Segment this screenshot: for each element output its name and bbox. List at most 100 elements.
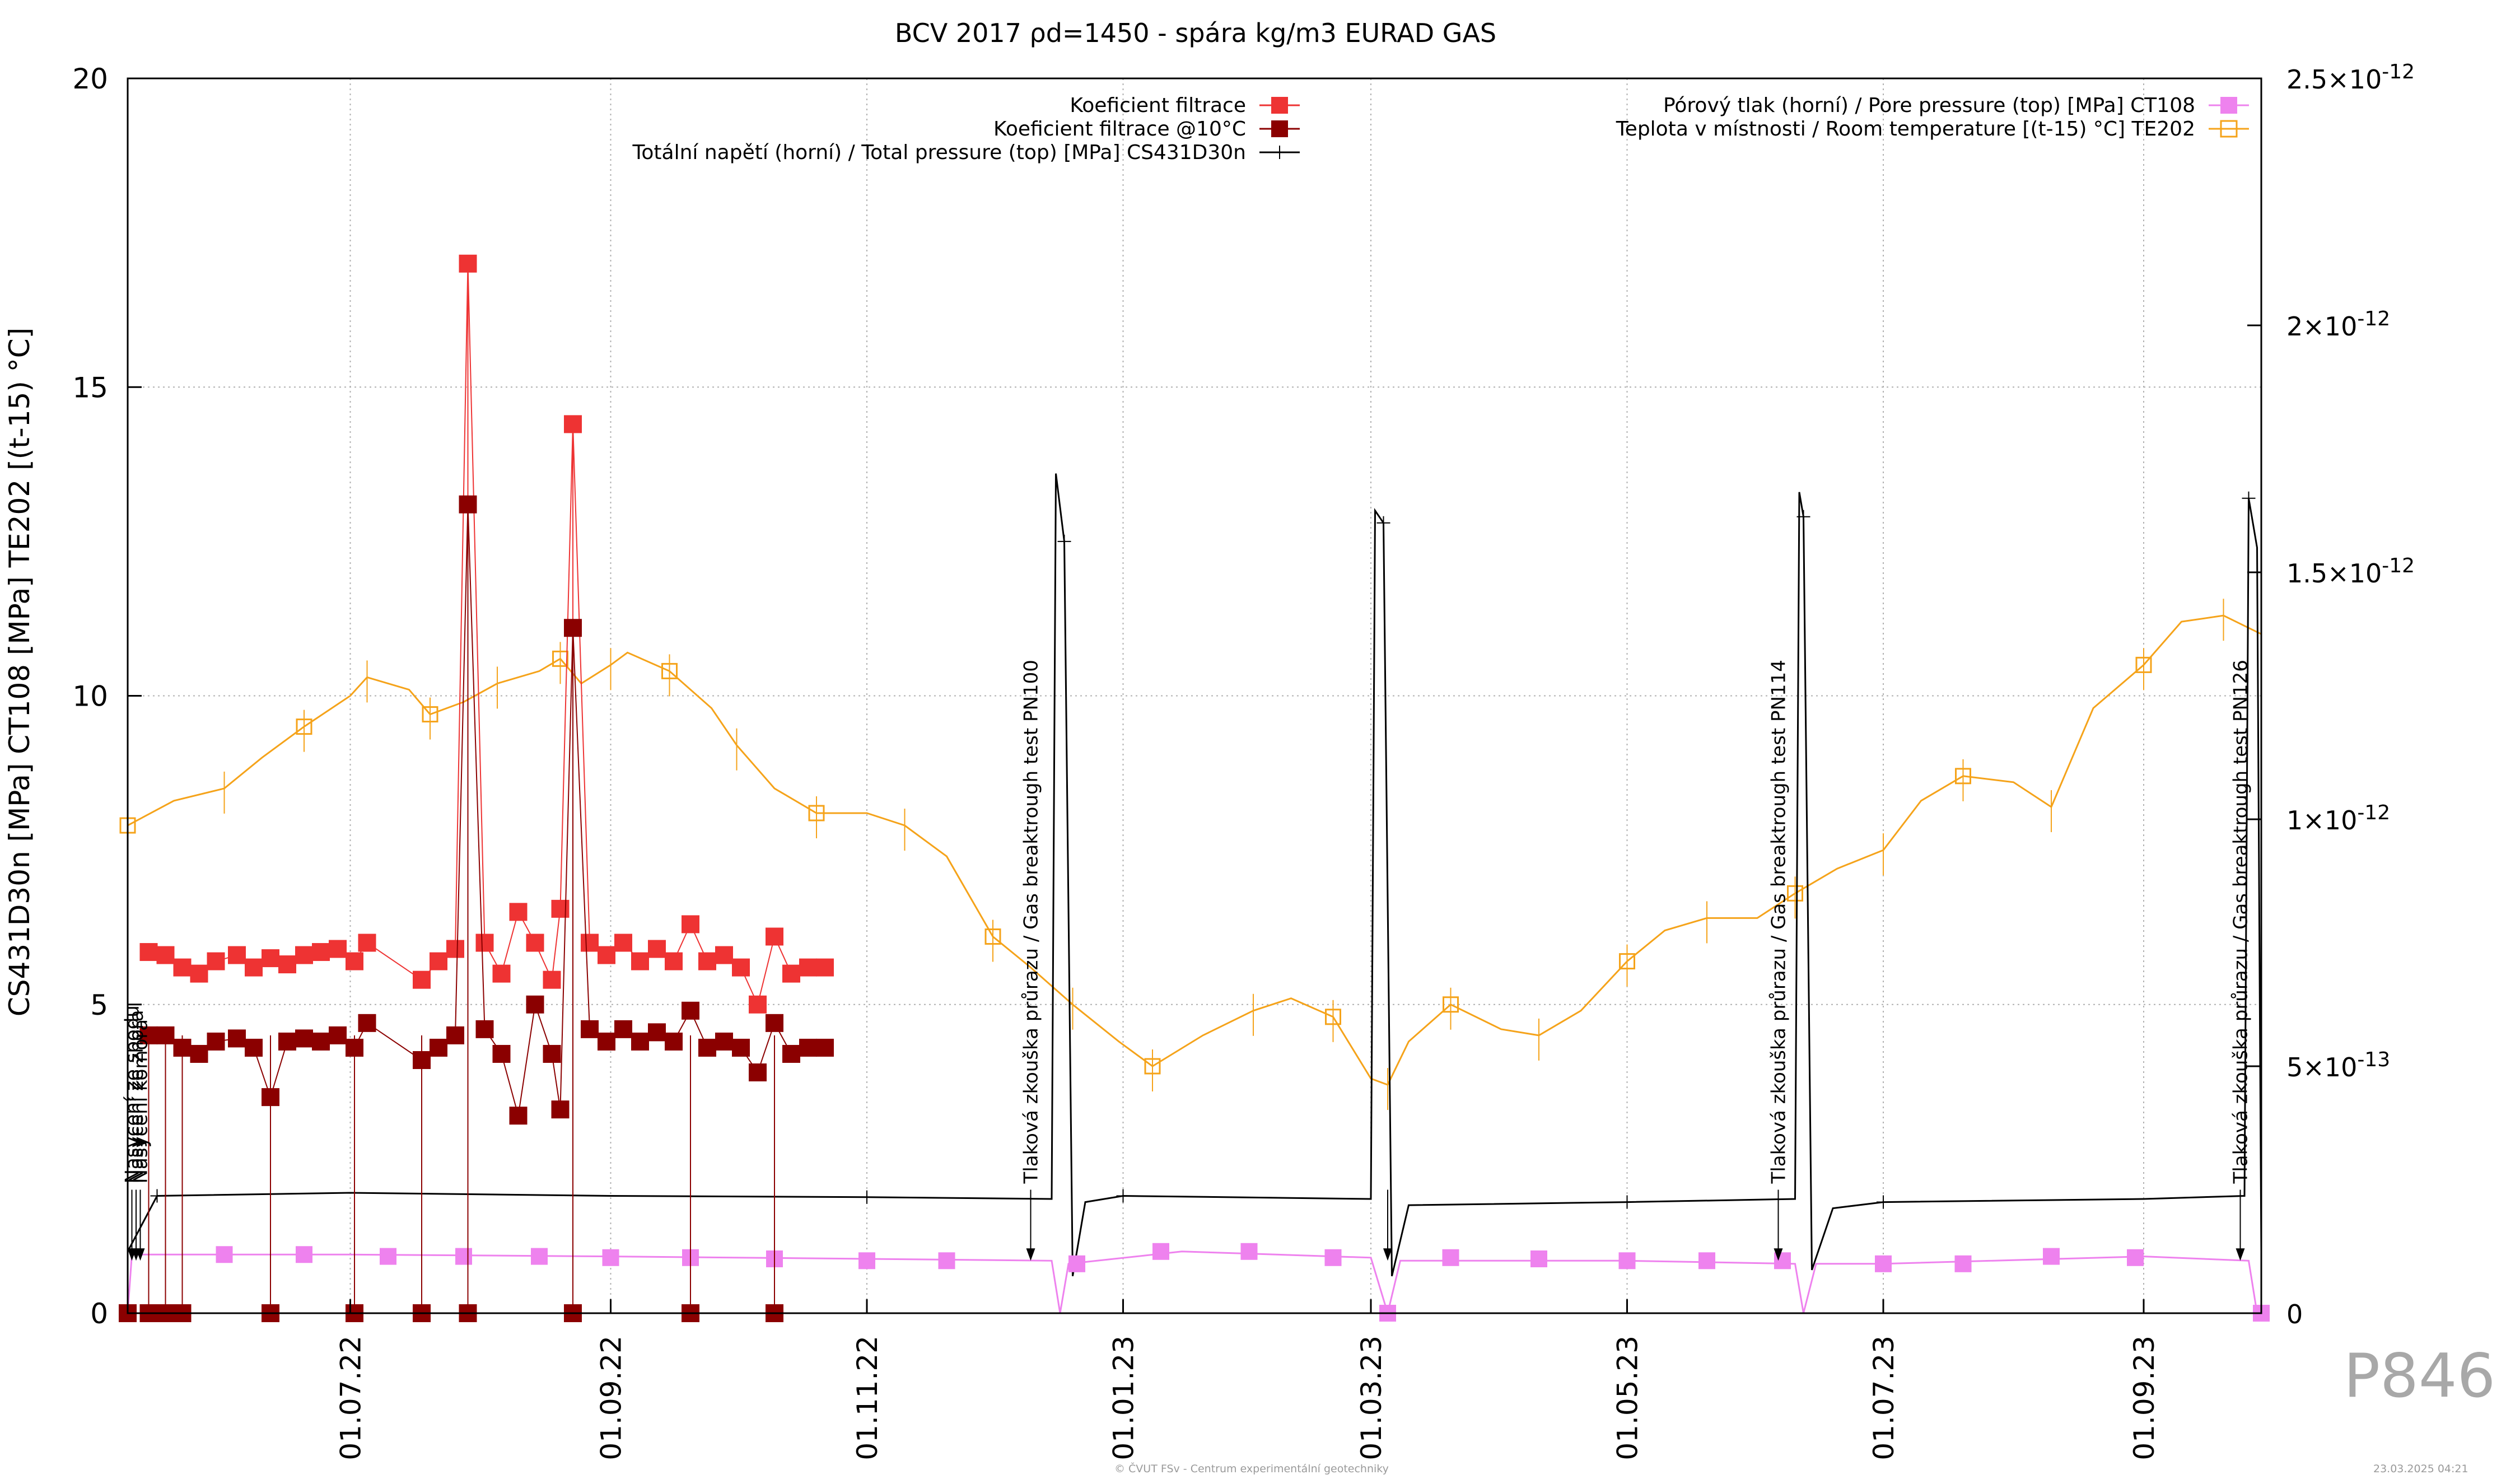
kf10-marker [766,1014,783,1032]
kf10-marker [682,1001,699,1020]
x-tick-label: 01.09.23 [2128,1336,2160,1460]
chart-title: BCV 2017 ρd=1450 - spára kg/m3 EURAD GAS [895,18,1496,48]
annotation-label: Tlaková zkouška průrazu / Gas breaktroug… [2230,660,2252,1184]
series-temperature [119,599,2262,1110]
kf-marker [173,958,192,977]
annotation-arrowhead [2236,1248,2245,1261]
kf-marker [581,934,599,952]
axes: 0510152005×10-131×10-121.5×10-122×10-122… [72,60,2415,1460]
kf-marker [492,964,511,983]
annotation-arrowhead [1383,1248,1392,1261]
pore-pressure-marker [1698,1252,1715,1270]
pore-pressure-marker [2043,1248,2060,1265]
kf-marker [648,940,666,958]
copyright-text: © ČVUT FSv - Centrum experimentální geot… [1114,1463,1389,1475]
kf10-marker [631,1032,649,1051]
pore-pressure-marker [296,1246,312,1263]
total-pressure-marker [1376,516,1390,530]
annotation-label: Nasycení ze zhora [125,1010,148,1183]
y-tick-label: 15 [72,371,108,404]
pore-pressure-marker [1618,1252,1636,1270]
kf-marker [526,934,544,952]
kf10-marker [782,1044,800,1063]
legend-marker [1273,146,1286,159]
kf10-marker [816,1038,834,1057]
kf10-marker [228,1029,246,1048]
kf-marker [278,955,296,974]
kf-marker [749,995,767,1014]
annotation-arrowhead [136,1248,145,1261]
x-tick-label: 01.07.22 [335,1336,367,1460]
total-pressure-marker [1620,1195,1634,1209]
x-tick-label: 01.11.22 [851,1336,884,1460]
kf-marker [190,964,208,983]
kf10-marker [509,1107,528,1125]
kf10-marker [190,1044,208,1063]
series-total-pressure [127,473,2262,1277]
x-tick-label: 01.03.23 [1355,1336,1388,1460]
kf-marker [631,952,649,970]
pore-pressure-marker [1875,1255,1892,1272]
annotation-label: Nasycení komora [130,1019,152,1184]
y-tick-label: 5 [90,989,108,1021]
pore-pressure-marker [2127,1249,2144,1266]
legend-marker [1271,120,1288,137]
temperature-marker [1443,996,1459,1013]
kf10-marker [312,1032,330,1051]
y2-tick-label: 2×10-12 [2286,307,2390,342]
kf-marker [799,958,817,977]
pore-pressure-marker [1530,1250,1547,1267]
temperature-marker [422,706,438,723]
temperature-marker [552,650,568,667]
kf10-marker [698,1038,716,1057]
kf10-marker [543,1044,561,1063]
y-axis-label: CS431D30n [MPa] CT108 [MPa] TE202 [(t-15… [3,328,36,1016]
y2-tick-label: 1×10-12 [2286,801,2390,836]
kf10-marker [492,1044,511,1063]
total-pressure-line [127,473,2262,1277]
kf10-marker [648,1023,666,1042]
temperature-marker [808,805,825,822]
x-tick-label: 01.05.23 [1612,1336,1644,1460]
kf-marker [228,946,246,964]
kf-marker [156,946,175,964]
temperature-marker [1955,768,1971,785]
kf-marker [207,952,225,970]
pore-pressure-marker [1442,1249,1459,1266]
total-pressure-marker [1116,1189,1130,1203]
kf-marker [475,934,494,952]
pore-pressure-marker [380,1248,396,1265]
x-tick-label: 01.01.23 [1108,1336,1140,1460]
kf-marker [459,254,477,273]
kf-marker [564,415,582,433]
kf10-marker [581,1020,599,1038]
legend-label: Koeficient filtrace @10°C [993,118,1246,141]
kf-marker [732,958,750,977]
pore-pressure-marker [1324,1249,1342,1266]
kf-marker [782,964,800,983]
kf-marker [551,899,570,918]
legend-label: Pórový tlak (horní) / Pore pressure (top… [1663,94,2195,117]
kf10-marker [715,1032,733,1051]
y-tick-label: 10 [72,680,108,713]
kf10-marker [446,1026,464,1044]
kf-marker [698,952,716,970]
kf-marker [543,970,561,989]
kf-marker [346,952,363,970]
y2-tick-label: 0 [2286,1299,2303,1329]
kf10-marker [245,1038,263,1057]
temperature-marker [661,662,678,679]
temperature-marker [296,718,312,735]
kf10-marker [295,1029,313,1048]
y-tick-label: 0 [90,1298,108,1330]
kf10-marker [749,1063,767,1082]
kf-marker [430,952,447,970]
legend-marker [2220,97,2237,114]
kf10-marker [459,495,477,514]
total-pressure-marker [150,1189,164,1203]
kf10-marker [598,1032,615,1051]
pore-pressure-marker [1068,1255,1085,1272]
